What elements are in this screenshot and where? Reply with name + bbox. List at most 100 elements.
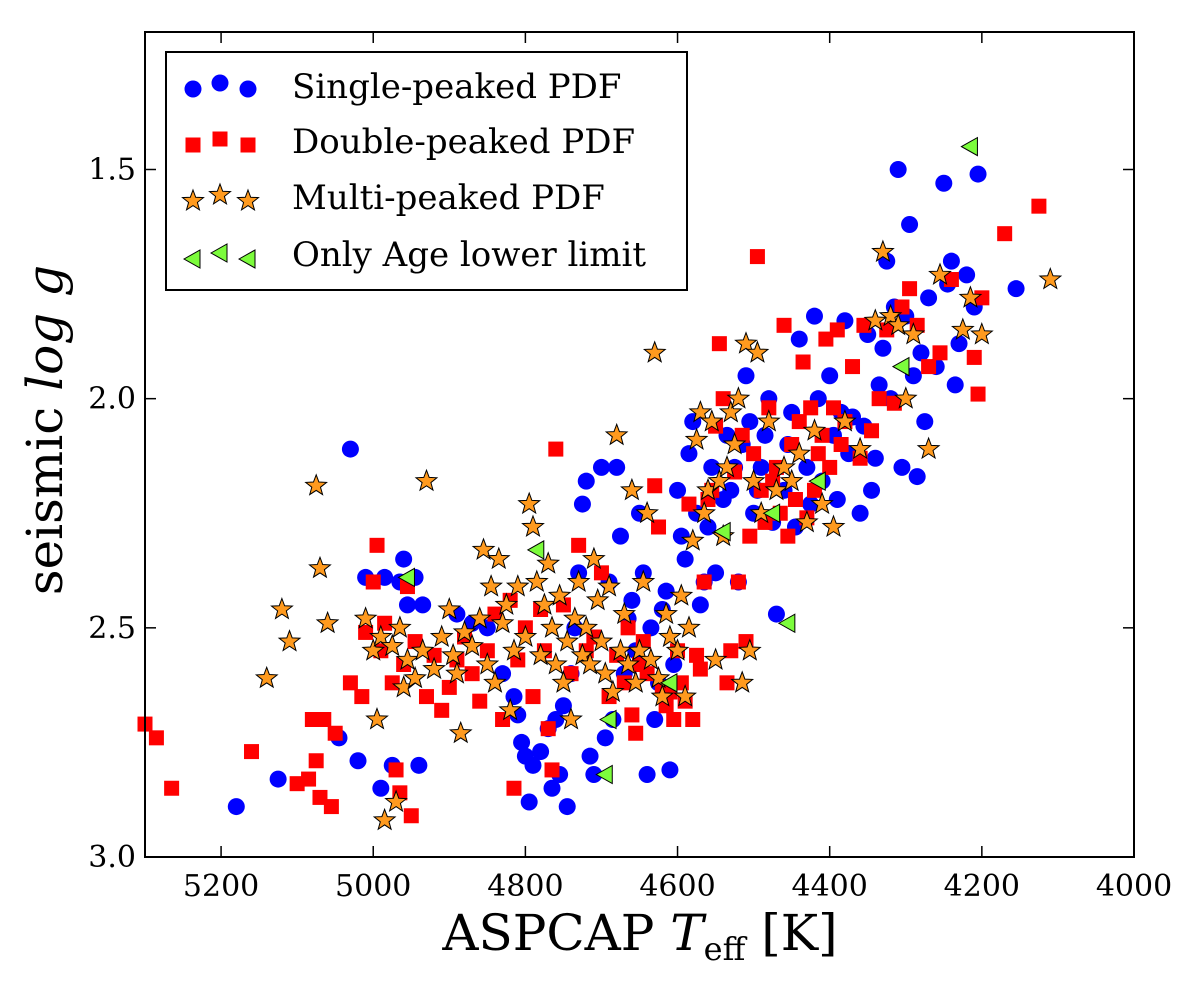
data-point — [718, 399, 743, 423]
data-point — [878, 303, 903, 327]
legend-markers — [181, 74, 260, 269]
data-point — [510, 652, 526, 668]
data-point — [921, 359, 937, 375]
data-point — [573, 495, 591, 513]
data-point — [997, 226, 1013, 242]
data-point — [791, 414, 807, 430]
data-point — [369, 537, 385, 553]
legend-marker — [185, 137, 201, 153]
data-point — [646, 665, 671, 689]
data-point — [680, 445, 698, 463]
data-point — [426, 647, 442, 663]
data-point — [410, 638, 435, 661]
data-point — [856, 317, 872, 333]
data-point — [628, 725, 644, 741]
data-point — [341, 440, 359, 458]
data-point — [928, 262, 952, 285]
data-point — [521, 514, 545, 538]
data-point — [635, 500, 659, 524]
data-point — [597, 574, 621, 597]
data-point — [726, 386, 751, 409]
data-point — [787, 441, 812, 464]
data-point — [555, 597, 571, 613]
data-point — [889, 161, 907, 178]
y-axis-title-main: seismic — [16, 391, 74, 595]
data-point — [730, 670, 755, 693]
data-point — [828, 491, 846, 508]
data-point — [757, 514, 773, 530]
legend-marker-group-2 — [185, 131, 256, 153]
data-point — [277, 629, 302, 652]
data-point — [558, 798, 576, 816]
data-point — [722, 481, 740, 499]
data-point — [593, 661, 618, 684]
data-point — [658, 624, 682, 648]
legend-marker — [237, 249, 256, 269]
data-point — [559, 707, 583, 730]
data-point — [741, 413, 759, 431]
legend-marker — [181, 188, 205, 212]
data-point — [780, 528, 796, 544]
data-point — [680, 528, 705, 551]
data-point — [734, 427, 750, 443]
data-point — [623, 670, 648, 693]
data-point — [475, 652, 500, 675]
data-point — [570, 642, 595, 666]
legend-label-lower-limit: Only Age lower limit — [292, 235, 646, 275]
data-point — [441, 679, 457, 695]
data-point — [950, 335, 968, 353]
data-point — [685, 712, 701, 727]
data-point — [612, 601, 637, 625]
data-point — [779, 468, 804, 492]
x-axis-title: ASPCAP Teff [K] — [441, 904, 837, 968]
x-tick-label: 4400 — [792, 869, 868, 904]
data-point — [707, 468, 732, 492]
data-point — [524, 756, 542, 774]
data-point — [578, 652, 602, 675]
data-point — [342, 675, 358, 691]
data-point — [611, 527, 629, 545]
data-point — [810, 446, 826, 462]
data-point — [581, 747, 599, 765]
legend-marker — [208, 182, 232, 206]
data-point — [323, 799, 339, 815]
data-point — [703, 458, 721, 476]
data-point — [620, 477, 644, 501]
data-point — [513, 624, 538, 648]
data-point — [437, 597, 462, 620]
data-point — [901, 216, 919, 233]
data-point — [863, 481, 881, 499]
legend-label-multi: Multi-peaked PDF — [292, 178, 605, 218]
data-point — [254, 665, 279, 689]
data-point — [547, 583, 572, 606]
data-point — [874, 339, 892, 357]
data-point — [577, 472, 595, 490]
legend-label-single: Single-peaked PDF — [292, 67, 622, 107]
data-point — [970, 322, 994, 345]
data-point — [624, 707, 640, 723]
data-point — [676, 550, 694, 568]
data-point — [650, 684, 675, 707]
data-point — [1038, 267, 1063, 290]
data-point — [354, 689, 370, 705]
legend: Single-peaked PDF Double-peaked PDF Mult… — [165, 51, 688, 291]
data-point — [654, 601, 678, 625]
data-point — [308, 555, 332, 579]
data-point — [502, 638, 526, 661]
data-point — [517, 491, 542, 515]
data-point — [901, 322, 926, 345]
data-point — [479, 574, 503, 597]
data-point — [464, 666, 480, 682]
data-point — [810, 491, 834, 515]
data-point — [908, 468, 926, 486]
data-point — [745, 340, 770, 363]
data-point — [353, 606, 378, 629]
x-axis-title-subscript: eff — [704, 930, 748, 968]
data-point — [772, 454, 796, 478]
data-point — [434, 702, 450, 718]
data-point — [935, 174, 953, 192]
data-point — [448, 720, 473, 744]
data-point — [802, 418, 827, 441]
data-point — [269, 770, 287, 788]
